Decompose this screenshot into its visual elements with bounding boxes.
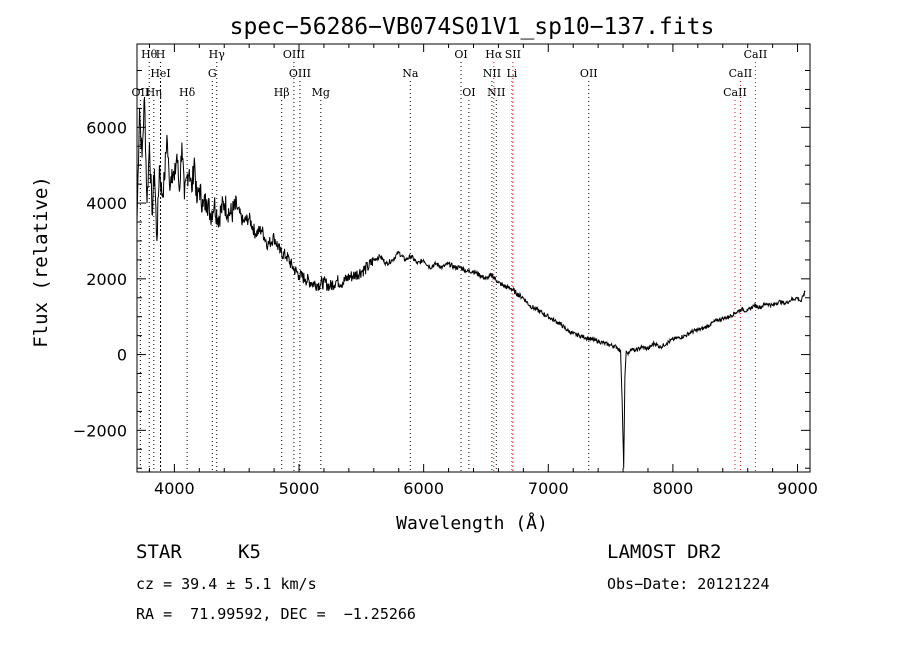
survey-label: LAMOST DR2 [607, 541, 722, 563]
line-label: Hα [485, 48, 503, 61]
y-axis: −2000 0 2000 4000 6000 [73, 70, 810, 469]
x-tick-label: 4000 [154, 479, 195, 498]
line-label: CaII [744, 48, 768, 61]
x-tick-label: 6000 [403, 479, 444, 498]
line-label: Hη [146, 86, 162, 99]
obs-date-text: Obs−Date: 20121224 [607, 575, 770, 593]
subclass-label: K5 [238, 541, 261, 563]
plot-frame [136, 43, 811, 473]
line-label: Na [402, 67, 419, 80]
x-tick-label: 9000 [777, 479, 818, 498]
line-label: OII [580, 67, 598, 80]
line-label: Hβ [274, 86, 290, 99]
line-label: OII [132, 86, 150, 99]
y-tick-label: 4000 [86, 194, 127, 213]
x-axis: 4000 5000 6000 7000 8000 9000 [148, 44, 818, 498]
line-label: OIII [289, 67, 311, 80]
y-tick-label: 6000 [86, 118, 127, 137]
line-label: OI [462, 86, 475, 99]
x-tick-label: 8000 [653, 479, 694, 498]
line-label: Mg [312, 86, 330, 99]
x-axis-label: Wavelength (Å) [396, 512, 548, 534]
line-label: NII [487, 86, 505, 99]
line-label: Hγ [209, 48, 226, 61]
line-label: OIII [283, 48, 305, 61]
line-label: H [156, 48, 166, 61]
line-label: Hδ [179, 86, 196, 99]
line-label: Hθ [141, 48, 158, 61]
y-tick-label: 2000 [86, 270, 127, 289]
line-label: SII [505, 48, 521, 61]
spectrum-line [136, 96, 806, 469]
line-label: NII [483, 67, 501, 80]
spectrum-layer [136, 96, 806, 469]
coordinates-text: RA = 71.99592, DEC = −1.25266 [136, 605, 416, 623]
line-label: G [208, 67, 217, 80]
class-label: STAR [136, 541, 182, 563]
line-label: HeI [150, 67, 170, 80]
y-tick-label: −2000 [73, 421, 127, 440]
x-tick-label: 7000 [528, 479, 569, 498]
line-label: CaII [729, 67, 753, 80]
redshift-text: cz = 39.4 ± 5.1 km/s [136, 575, 317, 593]
line-label: OI [454, 48, 467, 61]
y-tick-label: 0 [117, 346, 127, 365]
line-label: CaII [723, 86, 747, 99]
y-axis-label: Flux (relative) [30, 176, 52, 348]
x-tick-label: 5000 [279, 479, 320, 498]
chart-title: spec−56286−VB074S01V1_sp10−137.fits [230, 14, 715, 40]
line-label: Li [506, 67, 517, 80]
